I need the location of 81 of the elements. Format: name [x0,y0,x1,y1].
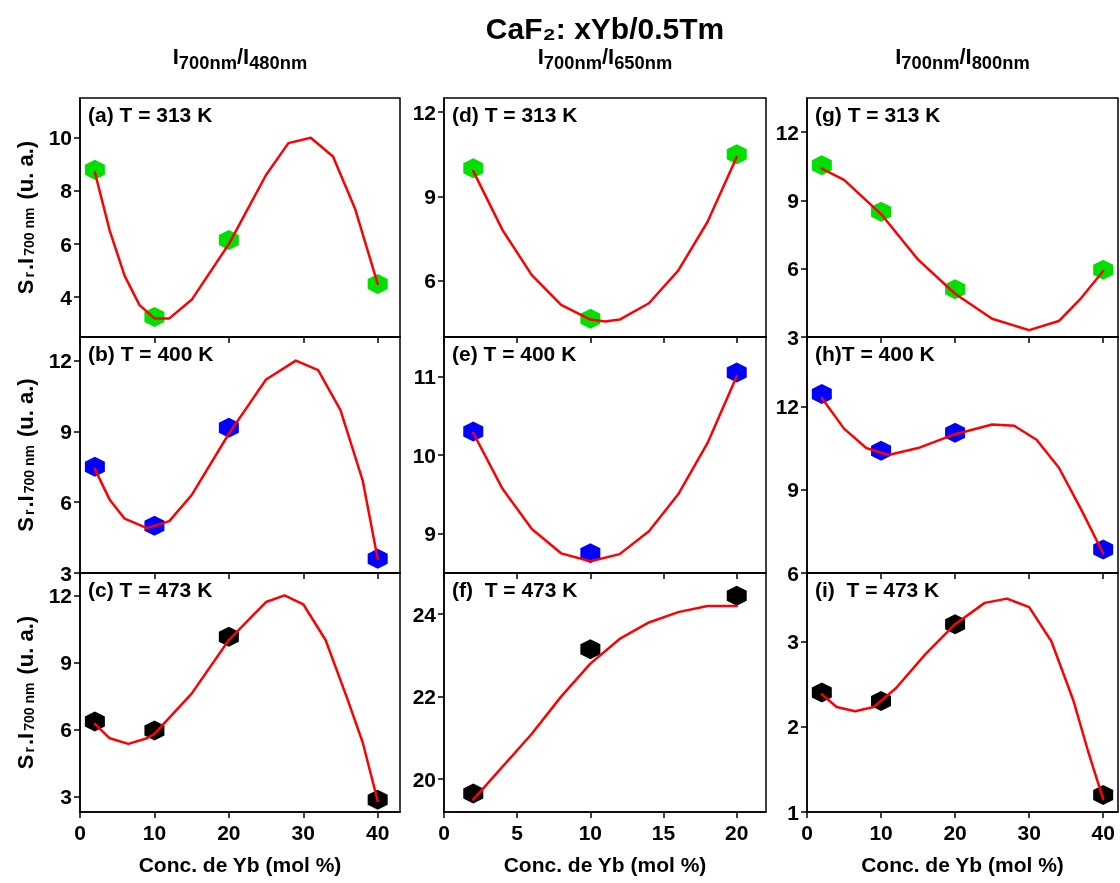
y-tick-label: 9 [787,188,799,212]
point [367,273,388,294]
x-tick-label: 20 [217,821,241,844]
y-tick-label: 12 [48,349,72,373]
annotation: (c) T = 473 K [88,578,213,601]
y-tick-label: 6 [787,257,799,281]
point [726,144,747,165]
point [726,585,747,606]
y-tick-label: 12 [775,120,799,144]
y-tick-label: 4 [60,285,73,309]
y-tick-label: 9 [60,650,72,674]
x-tick-label: 5 [511,821,524,844]
y-tick-label: 12 [775,394,799,418]
point [367,548,388,569]
annotation: (d) T = 313 K [452,103,578,126]
y-tick-label: 12 [412,100,436,124]
annotation: (e) T = 400 K [452,342,577,365]
point [580,639,601,660]
y-tick-label: 10 [48,126,72,150]
x-tick-label: 0 [74,821,86,844]
y-tick-label: 22 [412,685,436,709]
point [811,155,832,176]
point [84,456,105,477]
y-axis-title: Sr.I700 nm (u. a.) [12,140,38,295]
y-tick-label: 6 [424,269,436,293]
y-tick-label: 9 [787,478,799,502]
y-tick-label: 8 [60,179,73,203]
y-tick-label: 6 [60,490,72,514]
x-tick-label: 20 [725,821,749,844]
x-tick-label: 40 [365,821,390,844]
x-tick-label: 0 [438,821,450,844]
x-axis-title: Conc. de Yb (mol %) [503,853,707,876]
y-tick-label: 3 [60,784,72,808]
point [84,159,105,180]
annotation: (b) T = 400 K [88,342,214,365]
y-tick-label: 6 [787,561,799,585]
x-tick-label: 10 [869,821,893,844]
point [726,362,747,383]
x-tick-label: 30 [291,821,315,844]
annotation: (a) T = 313 K [88,103,213,126]
y-tick-label: 1 [787,800,800,824]
x-tick-label: 10 [578,821,603,844]
annotation: (f) T = 473 K [452,578,578,601]
y-tick-label: 6 [60,717,72,741]
point [367,789,388,810]
y-tick-label: 2 [787,715,799,739]
x-tick-label: 20 [943,821,967,844]
y-tick-label: 3 [787,629,799,653]
y-tick-label: 11 [413,364,437,388]
point [811,383,832,404]
chart-title: CaF₂: xYb/0.5Tm [484,12,726,46]
x-tick-label: 10 [142,821,167,844]
x-tick-label: 40 [1091,821,1115,844]
y-tick-label: 3 [787,325,799,349]
y-axis-title: Sr.I700 nm (u. a.) [12,615,38,770]
chart-subtitle: I$_{700nm}$/I$_{800nm}$ [894,44,1031,75]
x-tick-label: 0 [801,821,813,844]
point [84,711,105,732]
point [811,682,832,703]
point [463,421,484,442]
y-tick-label: 20 [412,767,436,791]
y-tick-label: 9 [424,522,436,546]
y-axis-title: Sr.I700 nm (u. a.) [12,378,38,532]
x-tick-label: 30 [1017,821,1041,844]
y-tick-label: 12 [48,583,72,607]
annotation: (h)T = 400 K [815,342,935,365]
annotation: (g) T = 313 K [815,103,941,126]
x-tick-label: 15 [651,821,676,844]
x-axis-title: Conc. de Yb (mol %) [861,853,1064,876]
annotation: (i) T = 473 K [815,578,940,601]
y-tick-label: 10 [412,443,436,467]
y-tick-label: 3 [60,561,72,585]
chart-subtitle: I$_{700nm}$/I$_{480nm}$ [171,44,309,75]
y-tick-label: 6 [60,232,72,256]
point [1093,259,1114,280]
point [463,158,484,179]
y-tick-label: 9 [424,184,436,208]
y-tick-label: 9 [60,419,72,443]
chart-subtitle: I$_{700nm}$/I$_{650nm}$ [536,44,674,75]
y-tick-label: 24 [412,602,437,626]
x-axis-title: Conc. de Yb (mol %) [138,853,342,876]
